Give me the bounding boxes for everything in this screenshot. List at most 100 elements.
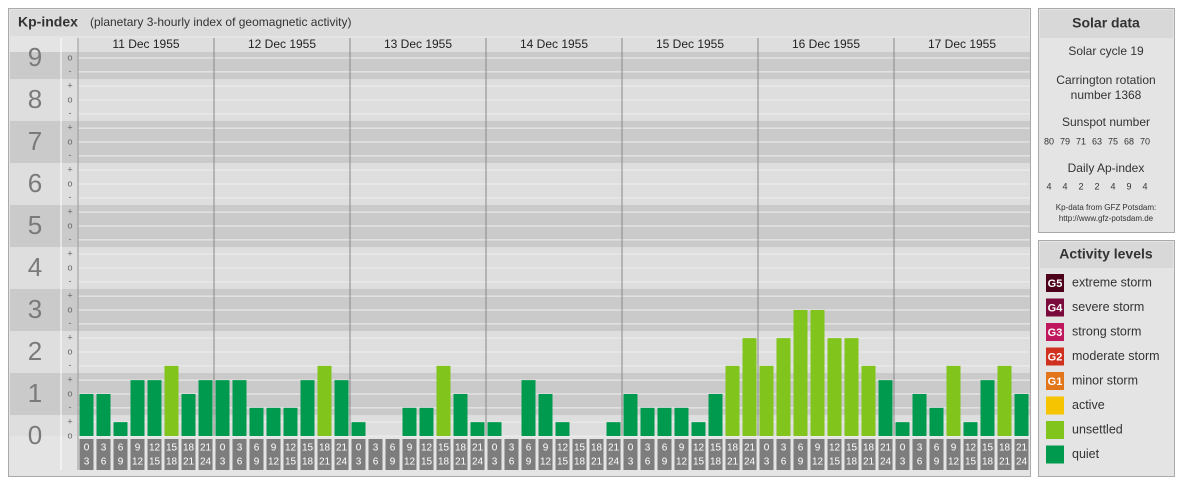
- hour-to: 24: [1016, 457, 1028, 468]
- hour-cell: [487, 439, 502, 470]
- minor-tick-label: -: [69, 66, 72, 76]
- hour-from: 3: [917, 443, 923, 454]
- hour-from: 12: [149, 443, 161, 454]
- bar: [232, 380, 247, 436]
- hour-from: 15: [846, 443, 858, 454]
- bar: [283, 407, 298, 436]
- hour-from: 3: [645, 443, 651, 454]
- minor-tick-label: +: [67, 333, 72, 343]
- hour-from: 15: [302, 443, 314, 454]
- hour-to: 12: [812, 457, 824, 468]
- minor-tick-label: +: [67, 207, 72, 217]
- hour-cell: [929, 439, 944, 470]
- bar: [980, 380, 995, 436]
- hour-cell: [657, 439, 672, 470]
- hour-from: 21: [744, 443, 756, 454]
- hour-cell: [623, 439, 638, 470]
- bar: [521, 380, 536, 436]
- hour-to: 24: [472, 457, 484, 468]
- hour-cell: [725, 439, 740, 470]
- day-label: 15 Dec 1955: [656, 37, 724, 51]
- hour-from: 3: [373, 443, 379, 454]
- hour-from: 0: [492, 443, 498, 454]
- hour-cell: [674, 439, 689, 470]
- hour-from: 21: [336, 443, 348, 454]
- hour-from: 18: [319, 443, 331, 454]
- hour-to: 18: [302, 457, 314, 468]
- hour-to: 24: [744, 457, 756, 468]
- solar-header: [1040, 10, 1173, 38]
- hour-to: 6: [509, 457, 515, 468]
- level-badge: G1: [1048, 376, 1063, 388]
- hour-from: 21: [200, 443, 212, 454]
- minor-tick-label: +: [67, 417, 72, 427]
- hour-to: 18: [846, 457, 858, 468]
- bar: [453, 394, 468, 436]
- hour-cell: [232, 439, 247, 470]
- bar: [759, 365, 774, 436]
- y-tick-label: 6: [28, 168, 42, 198]
- level-name: strong storm: [1072, 324, 1141, 338]
- hour-to: 18: [574, 457, 586, 468]
- hour-cell: [980, 439, 995, 470]
- hour-from: 18: [591, 443, 603, 454]
- level-badge: G4: [1048, 302, 1064, 314]
- hour-cell: [606, 439, 621, 470]
- band: [10, 415, 1030, 436]
- bar: [147, 380, 162, 436]
- hour-cell: [368, 439, 383, 470]
- level-swatch: [1046, 445, 1064, 464]
- hour-to: 15: [965, 457, 977, 468]
- hour-from: 15: [166, 443, 178, 454]
- hour-from: 6: [526, 443, 532, 454]
- day-label: 17 Dec 1955: [928, 37, 996, 51]
- hour-from: 9: [135, 443, 141, 454]
- hour-from: 12: [557, 443, 569, 454]
- bar: [776, 338, 791, 436]
- hour-from: 9: [951, 443, 957, 454]
- hour-from: 3: [781, 443, 787, 454]
- solar-text: 2: [1078, 181, 1083, 191]
- solar-text: 2: [1094, 181, 1099, 191]
- hour-to: 9: [390, 457, 396, 468]
- hour-to: 12: [540, 457, 552, 468]
- hour-to: 21: [455, 457, 467, 468]
- date-row: [78, 38, 1030, 52]
- hour-to: 3: [764, 457, 770, 468]
- hour-to: 6: [781, 457, 787, 468]
- minor-tick-label: o: [67, 136, 72, 146]
- bar: [912, 394, 927, 436]
- solar-text: Solar cycle 19: [1068, 44, 1144, 58]
- hour-from: 12: [421, 443, 433, 454]
- hour-cell: [164, 439, 179, 470]
- minor-tick-label: o: [67, 262, 72, 272]
- y-tick-label: 7: [28, 126, 42, 156]
- hour-from: 21: [472, 443, 484, 454]
- activity-header: [1040, 242, 1173, 268]
- minor-tick-label: +: [67, 375, 72, 385]
- minor-tick-label: -: [69, 192, 72, 202]
- hour-to: 15: [149, 457, 161, 468]
- solar-text: 80: [1044, 136, 1054, 146]
- bar: [402, 407, 417, 436]
- bar: [181, 394, 196, 436]
- level-name: unsettled: [1072, 422, 1123, 436]
- day-label: 14 Dec 1955: [520, 37, 588, 51]
- hour-from: 15: [574, 443, 586, 454]
- hour-from: 9: [815, 443, 821, 454]
- hour-from: 21: [608, 443, 620, 454]
- y-tick-label: 4: [28, 252, 42, 282]
- day-label: 12 Dec 1955: [248, 37, 316, 51]
- hour-from: 21: [1016, 443, 1028, 454]
- hour-cell: [776, 439, 791, 470]
- bar: [249, 407, 264, 436]
- hour-to: 15: [829, 457, 841, 468]
- level-name: severe storm: [1072, 300, 1144, 314]
- bar: [300, 380, 315, 436]
- level-name: minor storm: [1072, 373, 1138, 387]
- solar-text: 63: [1092, 136, 1102, 146]
- hour-from: 9: [543, 443, 549, 454]
- bar: [810, 310, 825, 436]
- hour-to: 9: [662, 457, 668, 468]
